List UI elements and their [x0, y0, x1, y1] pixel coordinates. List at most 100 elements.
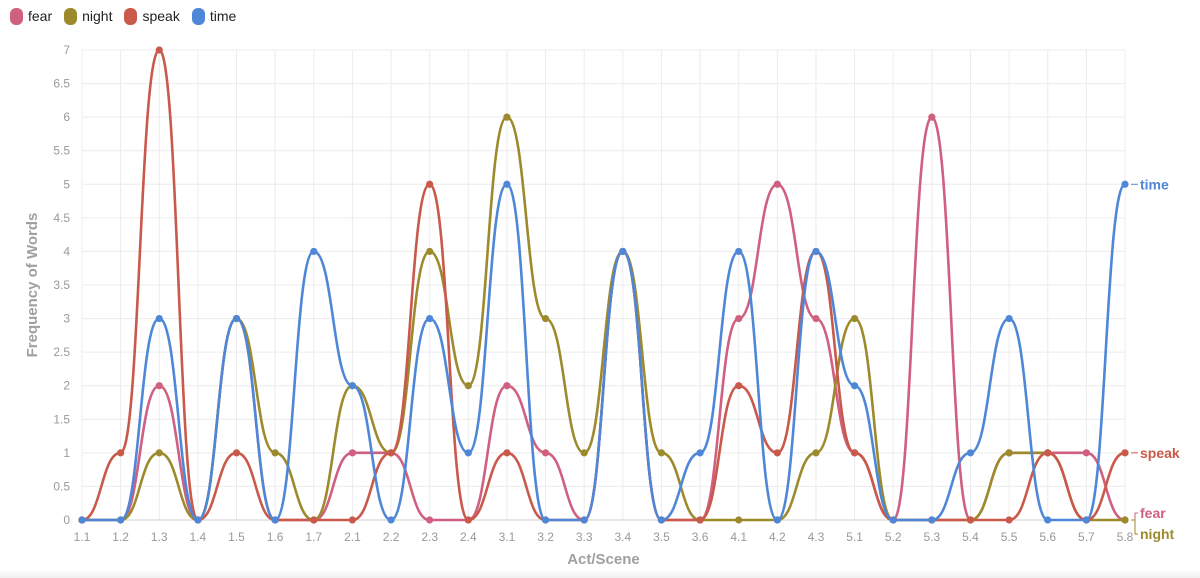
data-point-speak[interactable]	[735, 382, 743, 390]
x-tick-label: 5.8	[1117, 530, 1134, 544]
x-tick-label: 5.2	[885, 530, 902, 544]
data-point-night[interactable]	[464, 382, 472, 390]
data-point-fear[interactable]	[503, 382, 511, 390]
data-point-fear[interactable]	[928, 113, 936, 121]
x-tick-label: 4.3	[808, 530, 825, 544]
y-tick-label: 0.5	[53, 479, 70, 493]
x-axis-title: Act/Scene	[567, 551, 640, 568]
data-point-time[interactable]	[850, 382, 859, 390]
data-point-night[interactable]	[657, 449, 666, 457]
y-tick-label: 4	[63, 244, 70, 258]
data-point-time[interactable]	[464, 449, 472, 457]
data-point-night[interactable]	[1121, 516, 1129, 524]
x-tick-label: 5.6	[1039, 530, 1056, 544]
x-tick-label: 3.4	[614, 530, 631, 544]
data-point-time[interactable]	[1082, 516, 1090, 524]
data-point-time[interactable]	[735, 247, 743, 256]
data-point-fear[interactable]	[541, 449, 550, 457]
data-point-time[interactable]	[155, 314, 163, 323]
data-point-speak[interactable]	[464, 516, 472, 524]
data-point-night[interactable]	[735, 516, 743, 524]
data-point-time[interactable]	[348, 382, 357, 390]
data-point-time[interactable]	[310, 247, 318, 256]
data-point-fear[interactable]	[426, 516, 434, 524]
data-point-time[interactable]	[1044, 516, 1052, 524]
data-point-time[interactable]	[812, 247, 820, 256]
data-point-time[interactable]	[696, 449, 704, 457]
data-point-night[interactable]	[541, 314, 550, 323]
data-point-speak[interactable]	[1121, 449, 1129, 457]
data-point-time[interactable]	[541, 516, 550, 524]
y-tick-label: 6.5	[53, 77, 70, 91]
data-point-time[interactable]	[773, 516, 781, 524]
data-point-night[interactable]	[426, 247, 434, 256]
data-point-night[interactable]	[155, 449, 163, 457]
data-point-speak[interactable]	[1005, 516, 1013, 524]
data-point-fear[interactable]	[348, 449, 357, 457]
data-point-time[interactable]	[426, 314, 434, 323]
x-tick-label: 3.6	[692, 530, 709, 544]
data-point-speak[interactable]	[117, 449, 125, 457]
data-point-time[interactable]	[657, 516, 666, 524]
data-point-speak[interactable]	[966, 516, 975, 524]
data-point-fear[interactable]	[812, 314, 820, 323]
data-point-speak[interactable]	[426, 180, 434, 188]
x-tick-label: 3.5	[653, 530, 670, 544]
data-point-time[interactable]	[1121, 180, 1129, 188]
data-point-speak[interactable]	[232, 449, 241, 457]
data-point-speak[interactable]	[310, 516, 318, 524]
legend-item-time[interactable]: time	[191, 7, 236, 25]
y-tick-label: 2.5	[53, 345, 70, 359]
data-point-speak[interactable]	[387, 449, 395, 457]
data-point-time[interactable]	[619, 247, 627, 256]
x-tick-label: 2.2	[383, 530, 400, 544]
data-point-time[interactable]	[271, 516, 279, 524]
x-tick-label: 1.6	[267, 530, 284, 544]
data-point-speak[interactable]	[1044, 449, 1052, 457]
x-tick-label: 5.4	[962, 530, 979, 544]
data-point-night[interactable]	[850, 314, 859, 323]
data-point-fear[interactable]	[773, 180, 781, 188]
legend-item-night[interactable]: night	[64, 7, 112, 25]
data-point-night[interactable]	[503, 113, 511, 121]
data-point-speak[interactable]	[155, 46, 163, 54]
legend-label: fear	[28, 8, 53, 24]
legend-item-speak[interactable]: speak	[124, 7, 180, 25]
data-point-time[interactable]	[232, 314, 241, 323]
legend-item-fear[interactable]: fear	[10, 7, 53, 25]
data-point-speak[interactable]	[503, 449, 511, 457]
data-point-fear[interactable]	[1082, 449, 1090, 457]
data-point-night[interactable]	[812, 449, 820, 457]
y-tick-label: 0	[63, 513, 70, 527]
data-point-time[interactable]	[1005, 314, 1013, 323]
data-point-time[interactable]	[78, 516, 86, 524]
data-point-time[interactable]	[117, 516, 125, 524]
x-tick-label: 3.3	[576, 530, 593, 544]
data-point-fear[interactable]	[735, 314, 743, 323]
y-tick-label: 5.5	[53, 144, 70, 158]
data-point-fear[interactable]	[155, 382, 163, 390]
data-point-speak[interactable]	[696, 516, 704, 524]
series-points	[78, 46, 1129, 524]
end-label-connector-fear	[1131, 512, 1138, 521]
data-point-time[interactable]	[194, 516, 202, 524]
x-tick-label: 1.3	[151, 530, 168, 544]
data-point-speak[interactable]	[348, 516, 357, 524]
x-tick-label: 4.2	[769, 530, 786, 544]
data-point-time[interactable]	[889, 516, 897, 524]
data-point-time[interactable]	[966, 449, 975, 457]
legend-label: speak	[142, 8, 180, 24]
data-point-night[interactable]	[271, 449, 279, 457]
data-point-night[interactable]	[1005, 449, 1013, 457]
data-point-time[interactable]	[503, 180, 511, 188]
data-point-speak[interactable]	[850, 449, 859, 457]
data-point-time[interactable]	[387, 516, 395, 524]
x-tick-label: 1.1	[74, 530, 91, 544]
x-tick-label: 5.7	[1078, 530, 1095, 544]
y-tick-label: 5	[63, 177, 70, 191]
data-point-time[interactable]	[580, 516, 588, 524]
data-point-speak[interactable]	[773, 449, 781, 457]
data-point-time[interactable]	[928, 516, 936, 524]
data-point-night[interactable]	[580, 449, 588, 457]
x-tick-label: 3.1	[499, 530, 516, 544]
